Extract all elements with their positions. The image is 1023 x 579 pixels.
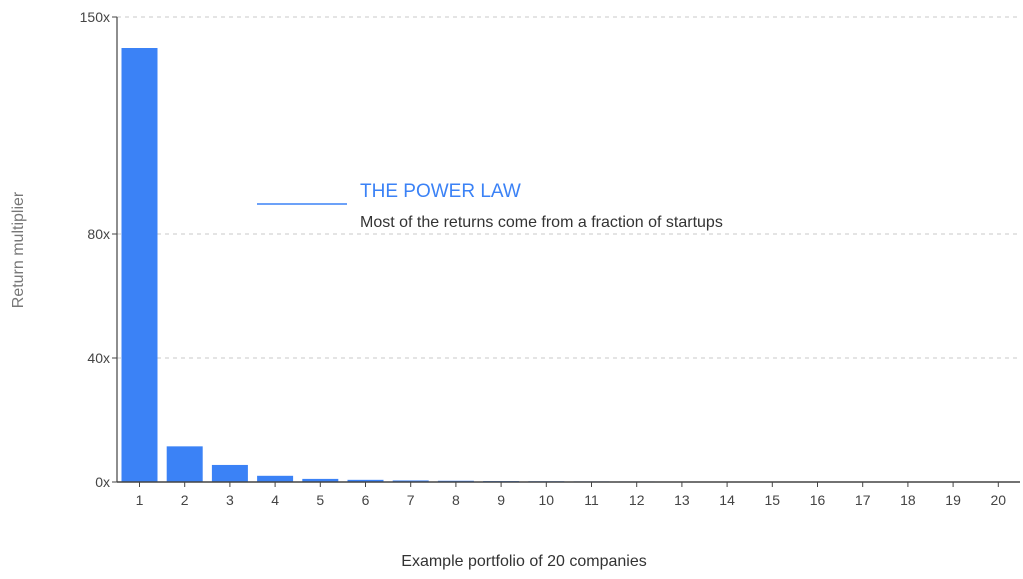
- bar: [166, 446, 203, 482]
- bar: [211, 464, 248, 482]
- x-tick-label: 2: [181, 492, 189, 508]
- x-tick-label: 20: [991, 492, 1007, 508]
- x-tick-label: 8: [452, 492, 460, 508]
- y-ticks: 0x 40x 80x 150x: [80, 9, 117, 490]
- x-tick-label: 11: [584, 492, 599, 508]
- x-tick-label: 14: [719, 492, 735, 508]
- x-tick-label: 6: [362, 492, 370, 508]
- x-tick-label: 19: [945, 492, 961, 508]
- x-tick-label: 15: [765, 492, 781, 508]
- axes: [116, 17, 1020, 483]
- y-tick-label: 80x: [87, 226, 110, 242]
- x-tick-label: 17: [855, 492, 871, 508]
- x-tick-label: 3: [226, 492, 234, 508]
- annotation-subtitle: Most of the returns come from a fraction…: [360, 214, 723, 231]
- gridlines: [117, 16, 1020, 359]
- bar: [121, 48, 158, 482]
- x-tick-label: 4: [271, 492, 279, 508]
- x-axis-title: Example portfolio of 20 companies: [401, 553, 646, 570]
- x-tick-label: 1: [136, 492, 144, 508]
- x-tick-label: 16: [810, 492, 826, 508]
- bar: [257, 475, 294, 482]
- bars: [121, 48, 1017, 482]
- annotation-title: THE POWER LAW: [360, 181, 521, 202]
- y-axis-title: Return multiplier: [10, 191, 27, 308]
- bar: [302, 478, 339, 482]
- y-tick-label: 150x: [80, 9, 110, 25]
- y-tick-label: 0x: [95, 474, 110, 490]
- x-tick-label: 5: [316, 492, 324, 508]
- x-tick-label: 13: [674, 492, 690, 508]
- y-tick-label: 40x: [87, 350, 110, 366]
- bar: [392, 480, 429, 482]
- power-law-annotation: THE POWER LAW Most of the returns come f…: [257, 181, 723, 231]
- x-tick-label: 12: [629, 492, 645, 508]
- bar: [347, 479, 384, 482]
- x-tick-label: 10: [539, 492, 555, 508]
- x-tick-label: 9: [497, 492, 505, 508]
- x-tick-label: 7: [407, 492, 415, 508]
- x-ticks: 1 2 3 4 5 6 7 8 9 10 11 12 13 14 15 16 17 18 19 20: [136, 482, 1007, 508]
- x-tick-label: 18: [900, 492, 916, 508]
